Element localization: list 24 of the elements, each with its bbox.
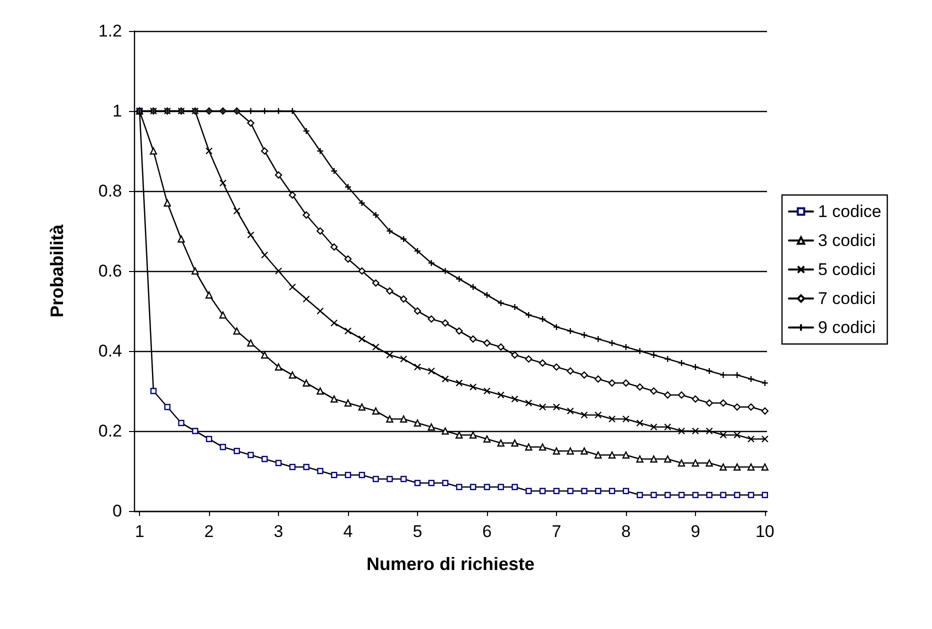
x-tick-label: 9 xyxy=(690,522,700,541)
x-tick-label: 8 xyxy=(621,522,631,541)
y-tick-label: 0.8 xyxy=(98,182,122,200)
legend-label: 9 codici xyxy=(818,318,876,337)
y-axis-title: Probabilità xyxy=(47,224,67,318)
x-tick-label: 10 xyxy=(755,522,774,541)
x-tick-label: 6 xyxy=(482,522,492,541)
x-tick-label: 7 xyxy=(552,522,562,541)
x-tick-label: 5 xyxy=(412,522,422,541)
legend-label: 3 codici xyxy=(818,231,876,250)
y-tick-label: 0.2 xyxy=(98,422,122,440)
x-axis-title: Numero di richieste xyxy=(366,554,535,574)
x-tick-label: 1 xyxy=(134,522,144,541)
y-tick-label: 1.2 xyxy=(98,22,122,40)
x-tick-label: 3 xyxy=(274,522,284,541)
y-tick-label: 0.6 xyxy=(98,262,122,280)
y-tick-label: 0.4 xyxy=(98,342,122,360)
legend-label: 7 codici xyxy=(818,289,876,308)
legend-label: 1 codice xyxy=(818,202,882,221)
legend-label: 5 codici xyxy=(818,260,876,279)
x-tick-label: 2 xyxy=(204,522,214,541)
y-tick-label: 0 xyxy=(112,502,122,520)
y-tick-label: 1 xyxy=(112,102,122,120)
x-tick-label: 4 xyxy=(343,522,353,541)
